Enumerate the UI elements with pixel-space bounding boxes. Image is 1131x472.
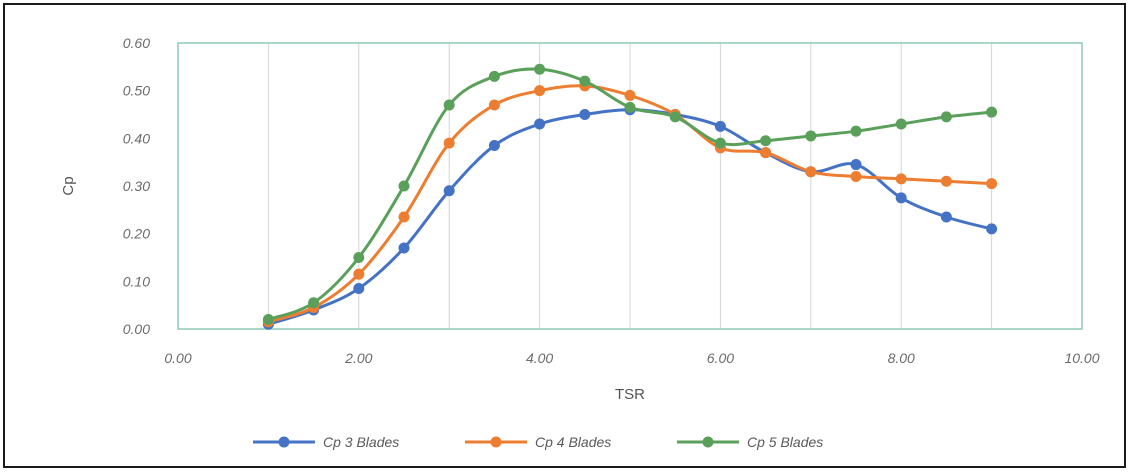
data-point-cp-3-blades	[488, 139, 500, 151]
data-point-cp-5-blades	[488, 70, 500, 82]
legend-marker	[702, 436, 714, 448]
data-point-cp-4-blades	[624, 89, 636, 101]
data-point-cp-5-blades	[805, 130, 817, 142]
data-point-cp-4-blades	[398, 211, 410, 223]
legend-label: Cp 4 Blades	[535, 434, 611, 450]
x-tick-label: 8.00	[888, 350, 915, 366]
data-point-cp-5-blades	[669, 111, 681, 123]
series-line-cp-5-blades	[267, 67, 992, 321]
data-point-cp-5-blades	[986, 106, 998, 118]
data-point-cp-4-blades	[534, 85, 546, 97]
data-point-cp-3-blades	[714, 120, 726, 132]
x-tick-label: 2.00	[344, 350, 372, 366]
data-point-cp-4-blades	[353, 268, 365, 280]
y-tick-label: 0.50	[123, 83, 150, 99]
data-point-cp-3-blades	[986, 223, 998, 235]
data-point-cp-5-blades	[579, 75, 591, 87]
data-point-cp-4-blades	[940, 175, 952, 187]
data-point-cp-5-blades	[940, 111, 952, 123]
data-point-cp-5-blades	[353, 252, 365, 263]
plot-area-border	[177, 42, 1083, 330]
x-tick-label: 10.00	[1064, 350, 1099, 366]
legend-label: Cp 5 Blades	[747, 434, 823, 450]
x-tick-label: 6.00	[707, 350, 734, 366]
data-point-cp-4-blades	[895, 173, 907, 185]
data-point-cp-3-blades	[443, 185, 455, 197]
x-tick-label: 4.00	[526, 350, 553, 366]
data-point-cp-5-blades	[760, 135, 772, 147]
data-point-cp-3-blades	[534, 118, 546, 130]
y-tick-label: 0.00	[123, 321, 150, 337]
data-point-cp-5-blades	[714, 137, 726, 149]
data-point-cp-5-blades	[308, 297, 320, 309]
data-point-cp-3-blades	[940, 211, 952, 223]
legend-marker	[490, 436, 502, 448]
data-point-cp-5-blades	[895, 118, 907, 130]
legend: Cp 3 Blades Cp 4 Blades Cp 5 Blades	[253, 434, 823, 450]
y-tick-label: 0.60	[123, 35, 150, 51]
line-chart: 0.00 0.10 0.20 0.30 0.40 0.50 0.60 0.00 2.00 4.0…	[60, 35, 1100, 450]
data-point-cp-3-blades	[850, 159, 862, 171]
data-point-cp-5-blades	[443, 99, 455, 111]
data-point-cp-5-blades	[624, 101, 636, 113]
data-point-cp-4-blades	[443, 137, 455, 149]
data-point-cp-4-blades	[805, 166, 817, 178]
x-axis-title: TSR	[615, 386, 645, 403]
series-cp-5-blades	[262, 63, 998, 325]
data-point-cp-3-blades	[895, 192, 907, 204]
data-point-cp-4-blades	[488, 99, 500, 111]
y-tick-label: 0.40	[123, 130, 150, 146]
legend-marker	[278, 436, 290, 448]
legend-item-cp-5-blades: Cp 5 Blades	[677, 434, 823, 450]
legend-item-cp-3-blades: Cp 3 Blades	[253, 434, 399, 450]
data-point-cp-4-blades	[760, 147, 772, 159]
data-point-cp-5-blades	[850, 125, 862, 137]
data-point-cp-5-blades	[262, 313, 274, 325]
data-point-cp-4-blades	[986, 178, 998, 190]
legend-label: Cp 3 Blades	[323, 434, 399, 450]
data-point-cp-3-blades	[398, 242, 410, 254]
data-point-cp-5-blades	[398, 180, 410, 192]
y-axis-title: Cp	[60, 176, 77, 195]
data-point-cp-4-blades	[850, 170, 862, 182]
y-tick-label: 0.10	[123, 273, 150, 289]
y-tick-label: 0.30	[123, 178, 150, 194]
data-point-cp-3-blades	[353, 282, 365, 294]
y-tick-label: 0.20	[123, 226, 150, 242]
chart-frame: 0.00 0.10 0.20 0.30 0.40 0.50 0.60 0.00 2.00 4.0…	[3, 3, 1126, 468]
data-point-cp-5-blades	[534, 63, 546, 75]
x-tick-label: 0.00	[164, 350, 191, 366]
legend-item-cp-4-blades: Cp 4 Blades	[465, 434, 611, 450]
data-point-cp-3-blades	[579, 109, 591, 120]
